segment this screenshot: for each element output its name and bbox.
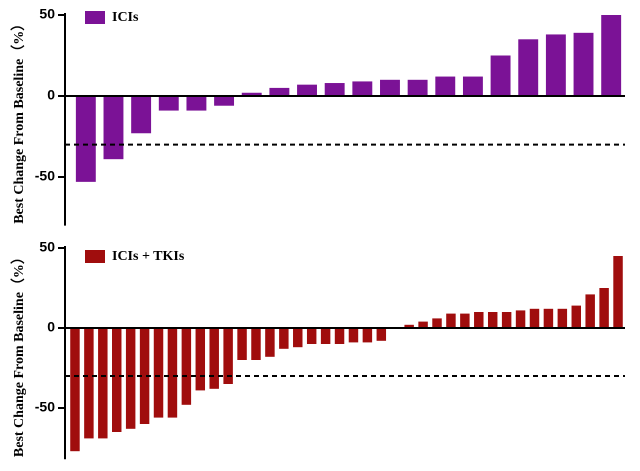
bar xyxy=(515,310,526,328)
bar xyxy=(131,96,152,134)
y-axis-label: Best Change From Baseline（%） xyxy=(11,17,27,224)
bar xyxy=(601,15,622,96)
bar xyxy=(529,308,540,328)
bar xyxy=(181,328,192,405)
y-tick-label: -50 xyxy=(35,168,55,184)
bar xyxy=(352,81,373,96)
bar xyxy=(75,96,96,182)
bar xyxy=(279,328,289,349)
bar xyxy=(195,328,206,391)
bar xyxy=(380,79,400,96)
bar xyxy=(186,96,207,111)
bar xyxy=(84,328,94,439)
bar xyxy=(158,96,179,111)
bar xyxy=(320,328,331,344)
bar xyxy=(501,312,512,328)
bar xyxy=(543,308,554,328)
bar xyxy=(125,328,136,429)
y-tick-label: -50 xyxy=(35,399,55,415)
bar xyxy=(446,313,456,328)
bar xyxy=(518,39,539,96)
bar xyxy=(209,328,219,389)
bar xyxy=(474,312,484,328)
y-axis-label: Best Change From Baseline（%） xyxy=(11,250,27,457)
bar xyxy=(462,76,483,96)
bar xyxy=(487,312,498,328)
legend-swatch xyxy=(85,11,105,24)
bar xyxy=(348,328,359,343)
bar xyxy=(241,92,262,96)
bar xyxy=(435,76,456,96)
bar xyxy=(167,328,178,418)
y-tick-label: 50 xyxy=(39,6,55,22)
bar xyxy=(269,87,290,96)
y-tick-label: 0 xyxy=(47,87,55,103)
bar xyxy=(362,328,373,343)
y-tick-label: 50 xyxy=(39,239,55,255)
bar xyxy=(98,328,108,439)
bar xyxy=(112,328,122,432)
bar xyxy=(297,84,317,96)
bar xyxy=(376,328,387,341)
y-tick-label: 0 xyxy=(47,319,55,335)
legend-swatch xyxy=(85,250,105,263)
bar xyxy=(407,79,428,96)
bar xyxy=(265,328,275,357)
bar xyxy=(404,324,414,328)
bar xyxy=(460,313,470,328)
bar xyxy=(571,305,581,328)
bar xyxy=(153,328,164,418)
bar xyxy=(70,328,80,452)
legend-label: ICIs + TKIs xyxy=(112,249,185,264)
bar xyxy=(251,328,261,360)
bar xyxy=(103,96,124,160)
bar xyxy=(324,83,345,96)
bar xyxy=(293,328,303,348)
bar xyxy=(545,34,566,96)
bar xyxy=(613,256,623,328)
bar xyxy=(306,328,317,344)
bar xyxy=(223,328,233,384)
bar xyxy=(334,328,345,344)
bar xyxy=(432,318,442,328)
bar xyxy=(237,328,247,360)
bar xyxy=(599,288,609,328)
bar xyxy=(214,96,235,106)
bar xyxy=(557,308,568,328)
bar xyxy=(573,32,594,96)
bar xyxy=(490,55,511,96)
bar xyxy=(418,321,428,328)
legend-label: ICIs xyxy=(112,10,139,25)
bar xyxy=(139,328,150,424)
bar xyxy=(585,294,595,328)
